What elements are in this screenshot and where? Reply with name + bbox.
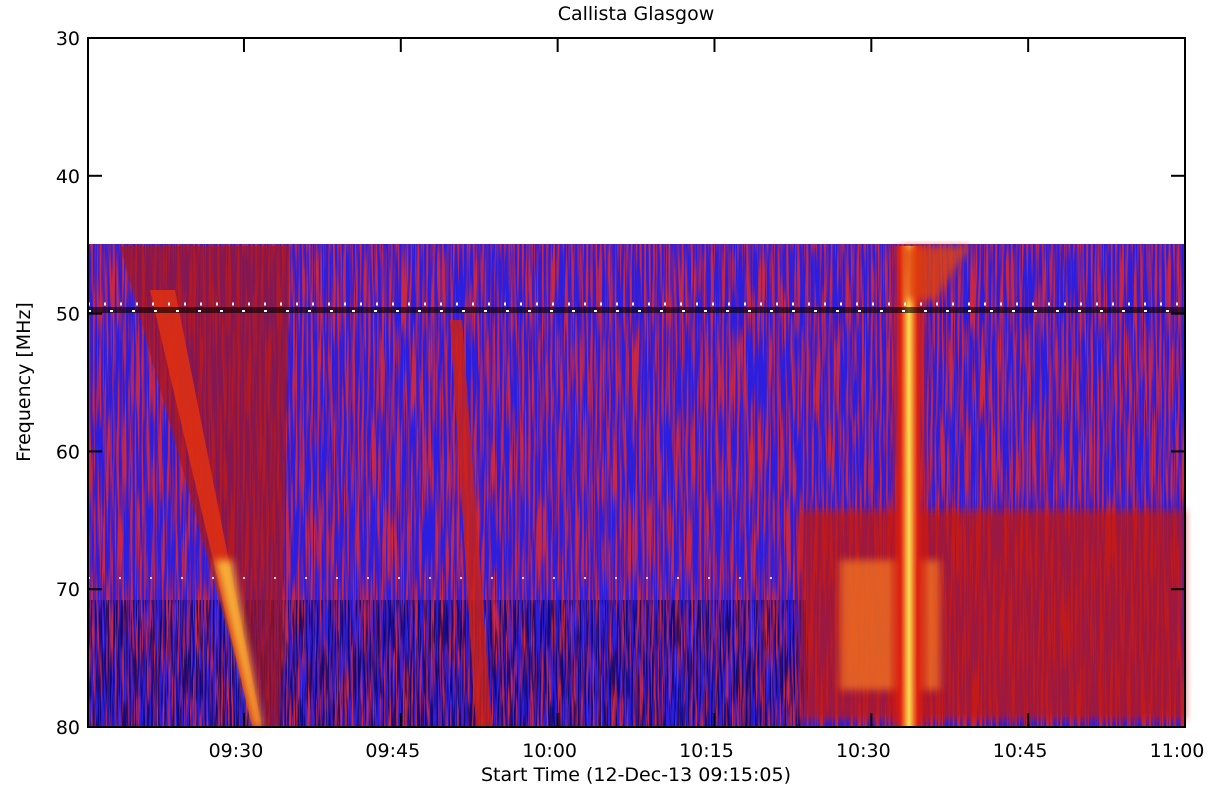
y-tick-label: 70 <box>56 579 80 601</box>
y-tick-label: 60 <box>56 441 80 463</box>
spectrogram-image <box>88 244 1185 727</box>
x-tick-label: 10:45 <box>993 740 1048 762</box>
y-tick-label: 40 <box>56 166 80 188</box>
x-tick-label: 10:15 <box>679 740 734 762</box>
y-axis-label: Frequency [MHz] <box>13 302 35 462</box>
y-tick-label: 80 <box>56 717 80 739</box>
x-tick-label: 09:30 <box>209 740 264 762</box>
y-tick-label: 30 <box>56 28 80 50</box>
x-tick-label: 10:30 <box>836 740 891 762</box>
x-axis-label: Start Time (12-Dec-13 09:15:05) <box>481 764 791 786</box>
x-tick-label: 11:00 <box>1150 740 1205 762</box>
x-tick-label: 09:45 <box>365 740 420 762</box>
y-tick-label: 50 <box>56 304 80 326</box>
chart-title: Callista Glasgow <box>558 3 715 25</box>
plot-frame <box>87 37 1186 728</box>
x-tick-label: 10:00 <box>522 740 577 762</box>
